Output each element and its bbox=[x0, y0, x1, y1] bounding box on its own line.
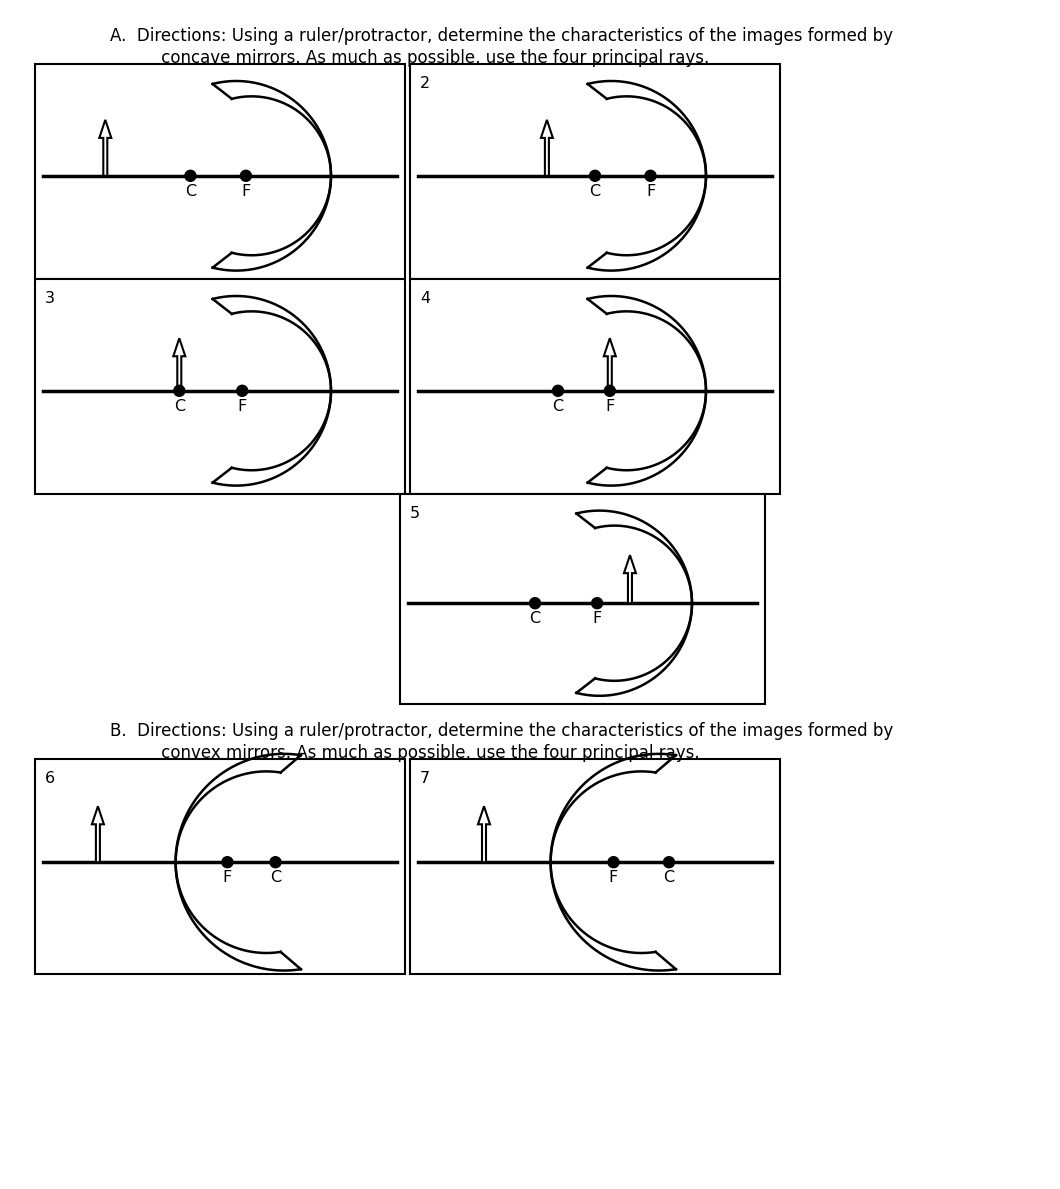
Text: C: C bbox=[184, 184, 196, 199]
Polygon shape bbox=[92, 806, 104, 862]
Text: F: F bbox=[646, 184, 655, 199]
Polygon shape bbox=[541, 120, 553, 176]
Text: C: C bbox=[664, 870, 674, 885]
Circle shape bbox=[664, 857, 674, 868]
Polygon shape bbox=[173, 338, 185, 391]
Text: concave mirrors. As much as possible, use the four principal rays.: concave mirrors. As much as possible, us… bbox=[135, 49, 709, 67]
Bar bbox=[410, 64, 780, 279]
Text: C: C bbox=[174, 398, 184, 414]
Text: 4: 4 bbox=[420, 291, 430, 306]
Bar bbox=[35, 279, 405, 493]
Circle shape bbox=[530, 598, 541, 609]
Text: F: F bbox=[237, 398, 247, 414]
Text: 6: 6 bbox=[45, 770, 55, 786]
Circle shape bbox=[184, 170, 196, 181]
Circle shape bbox=[604, 385, 615, 396]
Text: 2: 2 bbox=[420, 76, 430, 92]
Text: F: F bbox=[605, 398, 615, 414]
Circle shape bbox=[589, 170, 601, 181]
Text: F: F bbox=[223, 870, 232, 885]
Text: B.  Directions: Using a ruler/protractor, determine the characteristics of the i: B. Directions: Using a ruler/protractor,… bbox=[110, 722, 894, 740]
Text: F: F bbox=[608, 870, 618, 885]
Bar bbox=[35, 759, 405, 974]
Text: 5: 5 bbox=[410, 507, 420, 521]
Text: C: C bbox=[552, 398, 564, 414]
Polygon shape bbox=[100, 120, 111, 176]
Circle shape bbox=[644, 170, 656, 181]
Text: F: F bbox=[593, 611, 602, 627]
Text: convex mirrors. As much as possible, use the four principal rays.: convex mirrors. As much as possible, use… bbox=[135, 744, 700, 762]
Text: C: C bbox=[530, 611, 541, 627]
Circle shape bbox=[222, 857, 233, 868]
Text: C: C bbox=[270, 870, 281, 885]
Text: F: F bbox=[242, 184, 250, 199]
Circle shape bbox=[236, 385, 248, 396]
Bar bbox=[35, 64, 405, 279]
Text: 3: 3 bbox=[45, 291, 55, 306]
Bar bbox=[400, 493, 765, 704]
Bar bbox=[410, 279, 780, 493]
Polygon shape bbox=[624, 555, 636, 603]
Polygon shape bbox=[478, 806, 490, 862]
Circle shape bbox=[552, 385, 564, 396]
Circle shape bbox=[241, 170, 251, 181]
Circle shape bbox=[591, 598, 602, 609]
Text: 7: 7 bbox=[420, 770, 430, 786]
Circle shape bbox=[174, 385, 184, 396]
Bar bbox=[410, 759, 780, 974]
Text: C: C bbox=[589, 184, 601, 199]
Text: A.  Directions: Using a ruler/protractor, determine the characteristics of the i: A. Directions: Using a ruler/protractor,… bbox=[110, 27, 893, 45]
Polygon shape bbox=[604, 338, 616, 391]
Circle shape bbox=[270, 857, 281, 868]
Circle shape bbox=[608, 857, 619, 868]
